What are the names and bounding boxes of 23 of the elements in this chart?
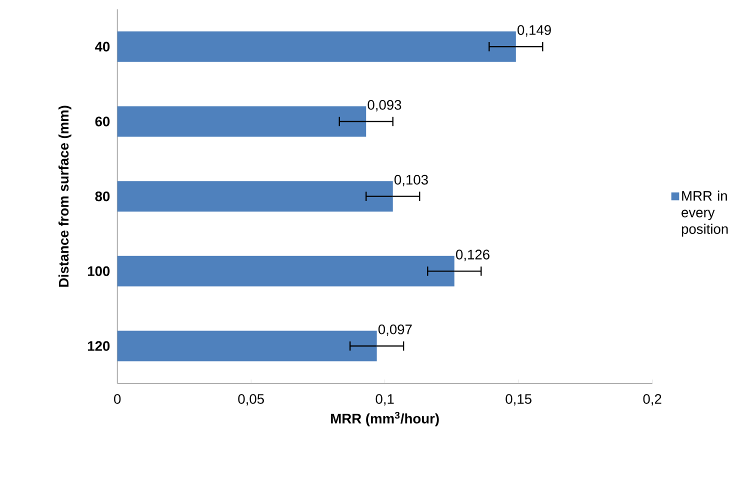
bar xyxy=(117,106,366,137)
x-tick-label: 0 xyxy=(114,394,121,404)
legend-label: MRR in every position xyxy=(682,190,728,237)
bar xyxy=(117,32,516,62)
x-axis-title: MRR (mm$^{3}$/hour) xyxy=(331,412,439,426)
data-label: 0,097 xyxy=(378,324,412,336)
bar xyxy=(117,330,377,362)
y-tick-label: 120 xyxy=(88,341,110,352)
y-tick-label: 100 xyxy=(88,266,110,276)
x-tick-label: 0,05 xyxy=(238,394,264,406)
y-axis-title: Distance from surface (mm) xyxy=(58,106,72,287)
bar xyxy=(117,181,393,212)
bar xyxy=(117,256,454,287)
x-tick-label: 0,1 xyxy=(376,394,394,406)
y-tick-label: 80 xyxy=(95,192,110,202)
x-tick-label: 0,15 xyxy=(506,394,532,406)
data-label: 0,093 xyxy=(368,100,402,112)
data-label: 0,103 xyxy=(394,175,428,186)
data-label: 0,149 xyxy=(518,25,551,37)
y-tick-label: 40 xyxy=(95,42,110,52)
y-tick-label: 60 xyxy=(95,116,110,127)
data-label: 0,126 xyxy=(456,250,490,262)
x-tick-label: 0,2 xyxy=(643,394,662,406)
